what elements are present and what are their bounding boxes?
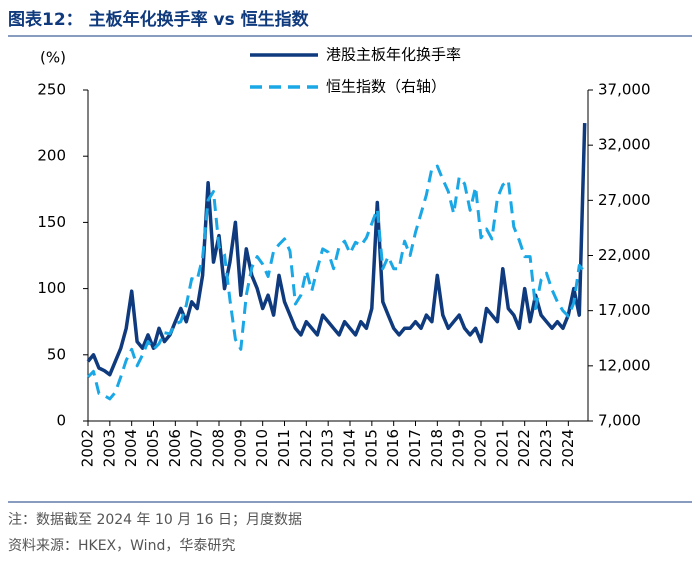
x-tick-label: 2018 <box>428 429 446 467</box>
x-tick-label: 2008 <box>210 429 228 467</box>
y2-tick-label: 27,000 <box>598 191 651 209</box>
note: 注：数据截至 2024 年 10 月 16 日；月度数据 <box>8 512 302 528</box>
y-tick-label: 250 <box>37 81 66 99</box>
x-tick-label: 2024 <box>559 429 577 467</box>
series-line <box>86 164 586 401</box>
x-tick-label: 2010 <box>253 429 271 467</box>
series-line <box>86 123 587 377</box>
legend-label: 恒生指数（右轴） <box>326 78 446 96</box>
y2-tick-label: 7,000 <box>598 412 641 430</box>
x-tick-label: 2012 <box>297 429 315 467</box>
x-tick-label: 2004 <box>122 429 140 467</box>
x-tick-label: 2013 <box>319 429 337 467</box>
y2-tick-label: 22,000 <box>598 246 651 264</box>
x-tick-label: 2019 <box>450 429 468 467</box>
y-tick-label: 200 <box>37 147 66 165</box>
x-tick-label: 2006 <box>166 429 184 467</box>
x-tick-label: 2020 <box>472 429 490 467</box>
y2-tick-label: 37,000 <box>598 81 651 99</box>
x-tick-label: 2023 <box>537 429 555 467</box>
y-axis-label: (%) <box>40 49 66 67</box>
x-tick-label: 2017 <box>406 429 424 467</box>
y-tick-label: 50 <box>47 345 66 363</box>
chart-title: 图表12： 主板年化换手率 vs 恒生指数 <box>8 9 310 30</box>
legend-label: 港股主板年化换手率 <box>326 46 461 64</box>
source: 资料来源：HKEX，Wind，华泰研究 <box>8 538 235 554</box>
y2-tick-label: 17,000 <box>598 301 651 319</box>
x-tick-label: 2005 <box>144 429 162 467</box>
x-tick-label: 2002 <box>79 429 97 467</box>
y-tick-label: 150 <box>37 213 66 231</box>
x-tick-label: 2011 <box>275 429 293 467</box>
x-tick-label: 2009 <box>231 429 249 467</box>
y2-tick-label: 12,000 <box>598 356 651 374</box>
x-tick-label: 2022 <box>515 429 533 467</box>
x-tick-label: 2014 <box>341 429 359 467</box>
x-tick-label: 2016 <box>384 429 402 467</box>
x-tick-label: 2007 <box>188 429 206 467</box>
y-tick-label: 0 <box>56 412 66 430</box>
x-tick-label: 2015 <box>362 429 380 467</box>
x-tick-label: 2003 <box>100 429 118 467</box>
x-tick-label: 2021 <box>493 429 511 467</box>
y2-tick-label: 32,000 <box>598 136 651 154</box>
y-tick-label: 100 <box>37 279 66 297</box>
